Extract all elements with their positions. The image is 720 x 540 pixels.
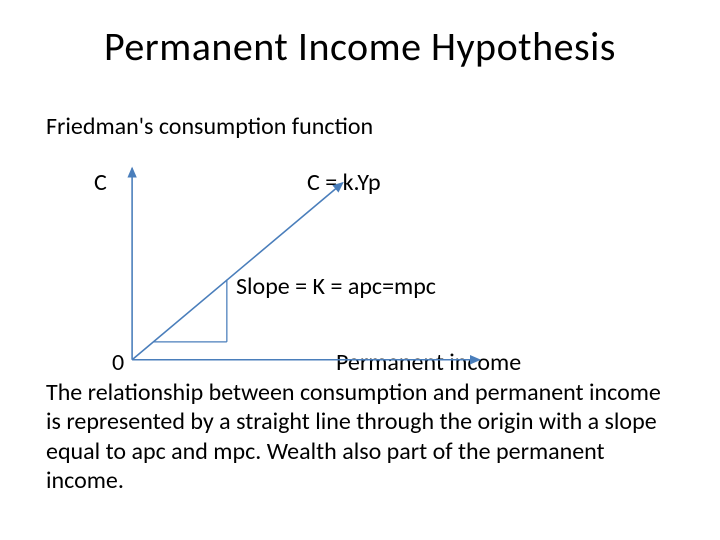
consumption-line <box>132 183 343 360</box>
consumption-chart <box>90 155 490 375</box>
slide-title: Permanent Income Hypothesis <box>0 22 720 71</box>
slide-subtitle: Friedman's consumption function <box>46 112 373 141</box>
body-paragraph: The relationship between consumption and… <box>46 378 676 495</box>
